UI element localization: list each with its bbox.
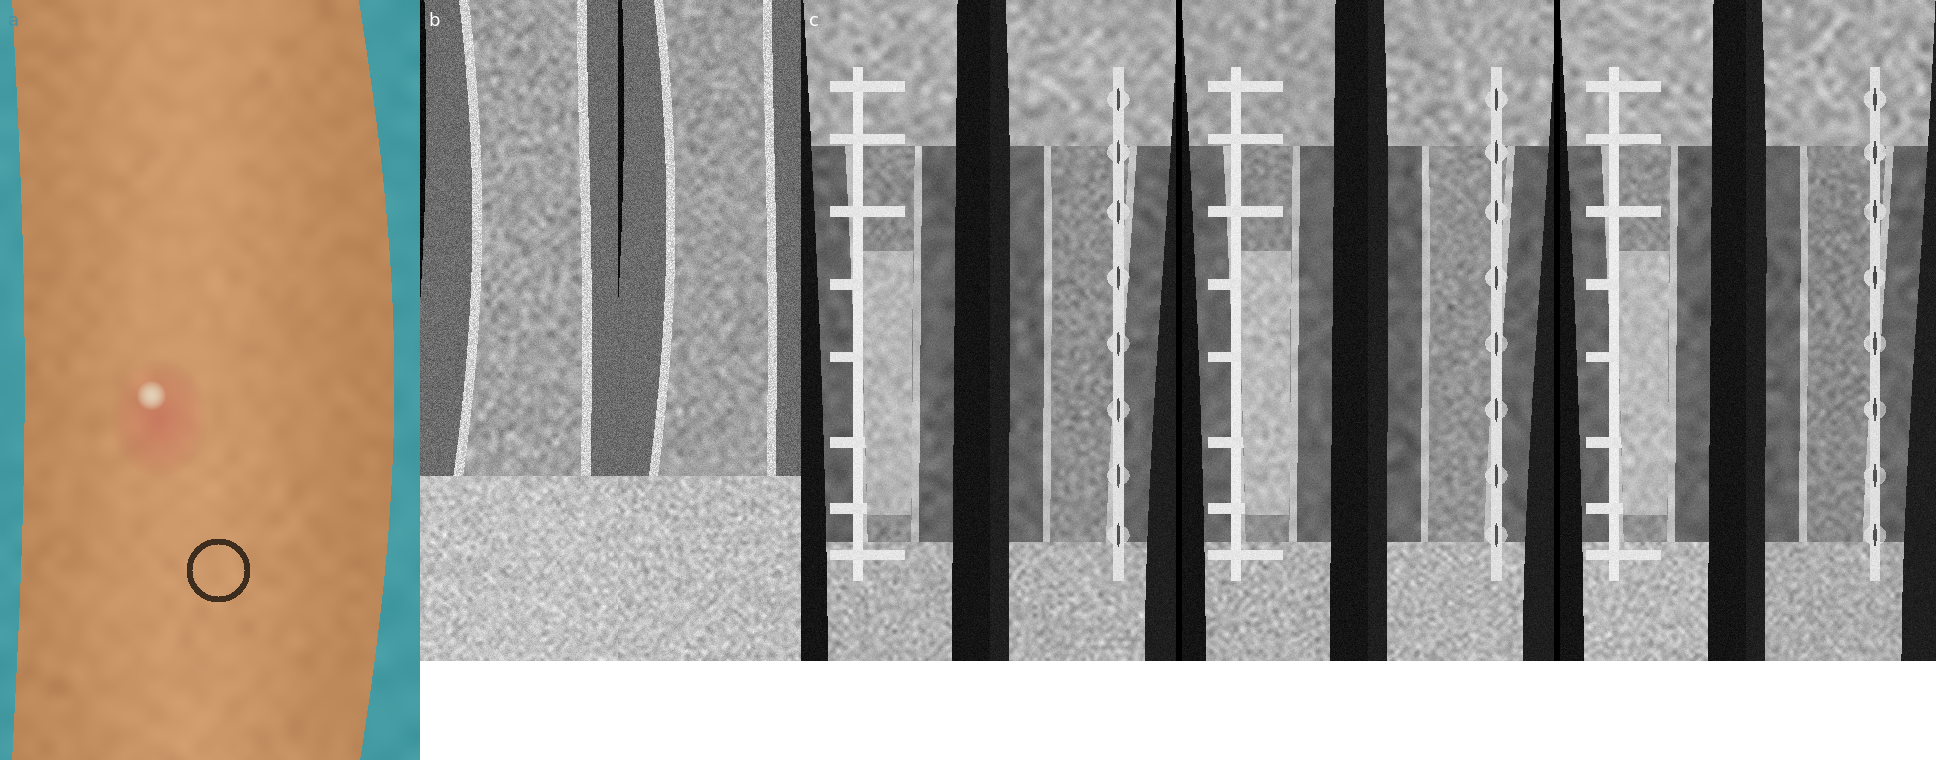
Text: c: c <box>809 12 819 30</box>
Text: b: b <box>428 12 439 30</box>
Text: a: a <box>8 12 19 30</box>
